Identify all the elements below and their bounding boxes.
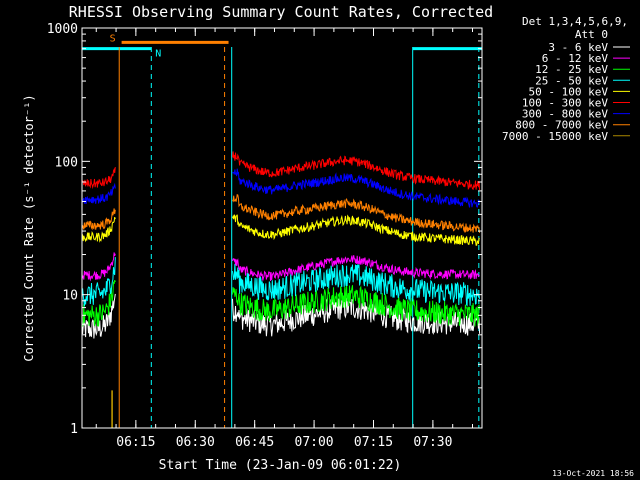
legend-label-7: 800 - 7000 keV <box>515 119 608 132</box>
y-axis-label: Corrected Count Rate (s⁻¹ detector⁻¹) <box>22 94 36 361</box>
series-7 <box>81 193 481 233</box>
series-line-pre-5 <box>81 167 116 190</box>
legend-header-2: Att 0 <box>575 28 608 41</box>
x-tick-label-2: 06:45 <box>235 435 274 450</box>
y-tick-label-3: 1000 <box>47 22 78 37</box>
y-tick-label-0: 1 <box>70 422 78 437</box>
annotation-label-0: S <box>110 33 116 44</box>
x-tick-label-1: 06:30 <box>176 435 215 450</box>
series-line-pre-6 <box>81 182 116 204</box>
x-axis-label: Start Time (23-Jan-09 06:01:22) <box>159 458 402 473</box>
series-line-post-0 <box>232 297 481 337</box>
series-4 <box>81 214 480 246</box>
series-line-post-4 <box>232 214 480 246</box>
annotation-label-1: N <box>155 49 161 60</box>
x-tick-label-0: 06:15 <box>116 435 155 450</box>
legend-label-1: 6 - 12 keV <box>542 52 609 65</box>
series-line-pre-0 <box>81 293 116 339</box>
plot-frame <box>81 27 483 429</box>
series-8 <box>111 390 113 428</box>
series-line-pre-7 <box>81 208 116 231</box>
series-line-pre-1 <box>81 252 116 282</box>
legend-label-5: 100 - 300 keV <box>522 97 608 110</box>
x-tick-label-5: 07:30 <box>413 435 452 450</box>
legend-header-1: Det 1,3,4,5,6,9, <box>522 15 628 28</box>
series-line-post-3 <box>232 263 481 307</box>
legend-label-8: 7000 - 15000 keV <box>502 130 608 143</box>
series-0 <box>81 293 481 339</box>
series-line-post-2 <box>232 284 481 327</box>
series-line-post-5 <box>232 151 481 191</box>
series-line-post-1 <box>232 255 480 282</box>
y-tick-label-2: 100 <box>55 155 78 170</box>
series-line-8 <box>111 390 113 428</box>
chart-title: RHESSI Observing Summary Count Rates, Co… <box>69 3 493 21</box>
series-line-post-7 <box>232 193 481 233</box>
series-3 <box>81 257 481 307</box>
y-tick-label-1: 10 <box>62 289 78 304</box>
series-line-pre-2 <box>81 279 116 327</box>
legend-label-4: 50 - 100 keV <box>529 85 609 98</box>
axes: 1 10 100 1000 06:15 06:30 06:45 07:00 07:15 07:30 <box>47 22 482 450</box>
series-1 <box>81 252 480 282</box>
series-line-pre-4 <box>81 216 116 243</box>
series-6 <box>81 168 480 208</box>
x-tick-label-3: 07:00 <box>295 435 334 450</box>
x-tick-label-4: 07:15 <box>354 435 393 450</box>
footer-timestamp: 13-Oct-2021 18:56 <box>552 469 634 478</box>
legend-label-2: 12 - 25 keV <box>535 63 608 76</box>
series-line-post-6 <box>232 168 480 208</box>
legend-label-0: 3 - 6 keV <box>548 41 608 54</box>
legend-label-6: 300 - 800 keV <box>522 108 608 121</box>
legend-label-3: 25 - 50 keV <box>535 74 608 87</box>
series-line-pre-3 <box>81 257 116 307</box>
series-2 <box>81 279 481 327</box>
series-5 <box>81 151 481 191</box>
